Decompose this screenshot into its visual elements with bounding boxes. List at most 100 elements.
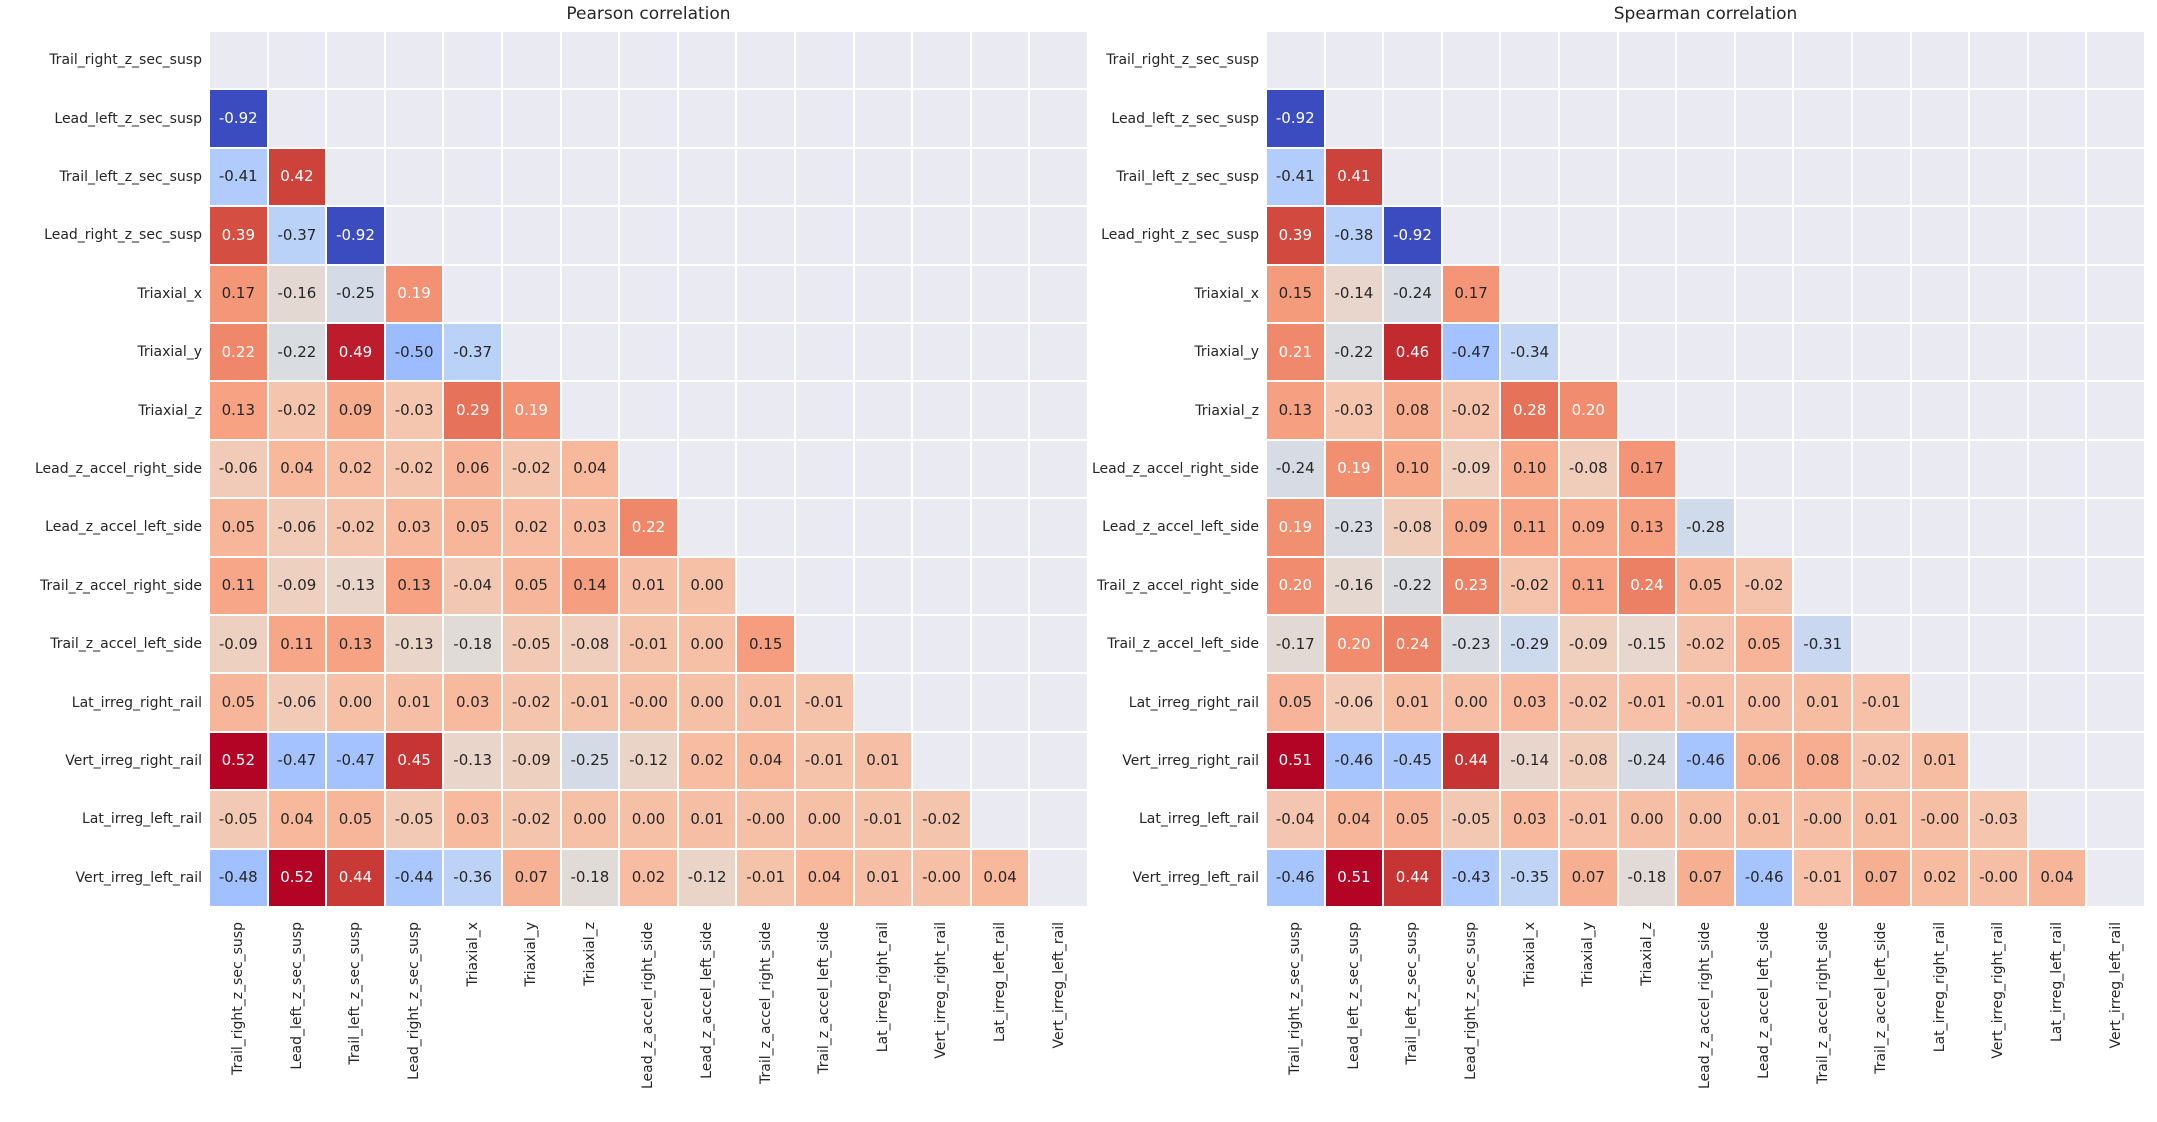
heatmap-cell: 0.14: [561, 557, 619, 614]
heatmap-cell-masked: [1501, 148, 1558, 206]
heatmap-cell: 0.01: [1911, 732, 1969, 790]
x-tick-label: Lead_left_z_sec_susp: [288, 922, 305, 1070]
y-tick-label: Trail_z_accel_left_side: [1107, 636, 1259, 653]
x-tick-label: Triaxial_z: [1638, 922, 1655, 986]
heatmap-cell: 0.04: [268, 791, 326, 848]
y-tick-label: Lat_irreg_right_rail: [71, 694, 202, 711]
heatmap-cell: -0.16: [268, 265, 326, 322]
heatmap-cell: 0.09: [327, 382, 384, 439]
heatmap-cell: 0.29: [444, 382, 501, 439]
heatmap-cell-masked: [678, 382, 736, 439]
x-tick-label: Vert_irreg_right_rail: [1990, 922, 2007, 1059]
heatmap-cell-masked: [1384, 148, 1441, 206]
heatmap-cell: 0.00: [678, 674, 736, 731]
heatmap-cell-masked: [1442, 32, 1500, 89]
heatmap-cell: 0.05: [327, 791, 384, 848]
heatmap-cell-masked: [1559, 148, 1617, 206]
heatmap-cell-masked: [971, 382, 1029, 439]
heatmap-cell: 0.13: [1267, 382, 1324, 439]
heatmap-cell: -0.12: [678, 849, 736, 906]
heatmap-cell-masked: [737, 440, 794, 498]
heatmap-cell: 0.03: [385, 499, 443, 556]
heatmap-cell: -0.92: [1267, 90, 1324, 147]
heatmap-cell: 0.01: [1794, 674, 1851, 731]
x-tick-label: Triaxial_x: [1521, 922, 1538, 987]
heatmap-cell-masked: [1030, 32, 1087, 89]
heatmap-cell: 0.05: [1677, 557, 1734, 614]
heatmap-cell-masked: [561, 90, 619, 147]
heatmap-cell-masked: [1911, 499, 1969, 556]
heatmap-cell: -0.06: [268, 499, 326, 556]
heatmap-cell-masked: [561, 382, 619, 439]
heatmap-cell: -0.02: [502, 674, 560, 731]
heatmap-cell: -0.02: [327, 499, 384, 556]
heatmap-cell-masked: [2028, 148, 2086, 206]
heatmap-cell: 0.20: [1325, 616, 1383, 673]
heatmap-cell-masked: [913, 674, 970, 731]
heatmap-cell: -0.09: [268, 557, 326, 614]
heatmap-cell-masked: [1735, 207, 1793, 264]
heatmap-cell: 0.05: [210, 499, 267, 556]
heatmap-cell: 0.24: [1618, 557, 1676, 614]
heatmap-cell: -0.41: [1267, 148, 1324, 206]
heatmap-cell: 0.51: [1325, 849, 1383, 906]
y-tick-label: Vert_irreg_left_rail: [1132, 869, 1260, 886]
heatmap-cell-masked: [678, 265, 736, 322]
heatmap-cell-masked: [1970, 616, 2027, 673]
y-tick-label: Vert_irreg_left_rail: [75, 869, 203, 886]
heatmap-cell-masked: [2087, 674, 2144, 731]
heatmap-cell: 0.11: [1559, 557, 1617, 614]
x-tick-label: Trail_left_z_sec_susp: [347, 922, 364, 1065]
heatmap-cell: 0.00: [1735, 674, 1793, 731]
heatmap-cell: -0.24: [1384, 265, 1441, 322]
heatmap-cell-masked: [2087, 207, 2144, 264]
heatmap-cell-masked: [854, 148, 912, 206]
heatmap-cell: -0.36: [444, 849, 501, 906]
heatmap-cell: 0.24: [1384, 616, 1441, 673]
heatmap-cell-masked: [795, 265, 853, 322]
heatmap-cell-masked: [1852, 324, 1910, 381]
heatmap-cell-masked: [1970, 674, 2027, 731]
heatmap-cell: -0.04: [444, 557, 501, 614]
heatmap-cell-masked: [1911, 557, 1969, 614]
heatmap-cell-masked: [1030, 732, 1087, 790]
spearman-title: Spearman correlation: [1613, 4, 1798, 24]
heatmap-cell: 0.10: [1384, 440, 1441, 498]
heatmap-cell-masked: [2028, 324, 2086, 381]
heatmap-cell: 0.19: [1267, 499, 1324, 556]
heatmap-cell-masked: [444, 207, 501, 264]
heatmap-cell-masked: [620, 90, 677, 147]
heatmap-cell-masked: [737, 90, 794, 147]
heatmap-cell-masked: [913, 324, 970, 381]
heatmap-cell: 0.19: [1325, 440, 1383, 498]
heatmap-cell-masked: [2028, 440, 2086, 498]
heatmap-cell-masked: [1559, 90, 1617, 147]
x-tick-label: Vert_irreg_right_rail: [933, 922, 950, 1059]
heatmap-cell: 0.04: [737, 732, 794, 790]
heatmap-cell-masked: [1970, 148, 2027, 206]
heatmap-cell-masked: [854, 324, 912, 381]
heatmap-cell-masked: [1030, 499, 1087, 556]
y-tick-label: Trail_left_z_sec_susp: [59, 168, 202, 185]
y-tick-label: Triaxial_x: [137, 285, 202, 302]
heatmap-cell-masked: [502, 90, 560, 147]
heatmap-cell-masked: [1030, 324, 1087, 381]
y-tick-label: Lead_z_accel_left_side: [1102, 519, 1259, 536]
heatmap-cell: -0.48: [210, 849, 267, 906]
heatmap-cell: -0.01: [561, 674, 619, 731]
heatmap-cell-masked: [1030, 557, 1087, 614]
heatmap-cell-masked: [854, 499, 912, 556]
pearson-x-axis-labels: Trail_right_z_sec_susp Lead_left_z_sec_su…: [210, 914, 1087, 1119]
heatmap-cell-masked: [2087, 440, 2144, 498]
heatmap-cell: 0.01: [620, 557, 677, 614]
heatmap-cell-masked: [2028, 616, 2086, 673]
heatmap-cell-masked: [1794, 32, 1851, 89]
heatmap-cell-masked: [737, 207, 794, 264]
heatmap-cell: -0.03: [1970, 791, 2027, 848]
heatmap-cell-masked: [1618, 90, 1676, 147]
x-tick-label: Triaxial_y: [1580, 922, 1597, 987]
heatmap-cell-masked: [327, 148, 384, 206]
heatmap-cell: 0.23: [1442, 557, 1500, 614]
heatmap-cell-masked: [678, 32, 736, 89]
heatmap-cell-masked: [2087, 324, 2144, 381]
